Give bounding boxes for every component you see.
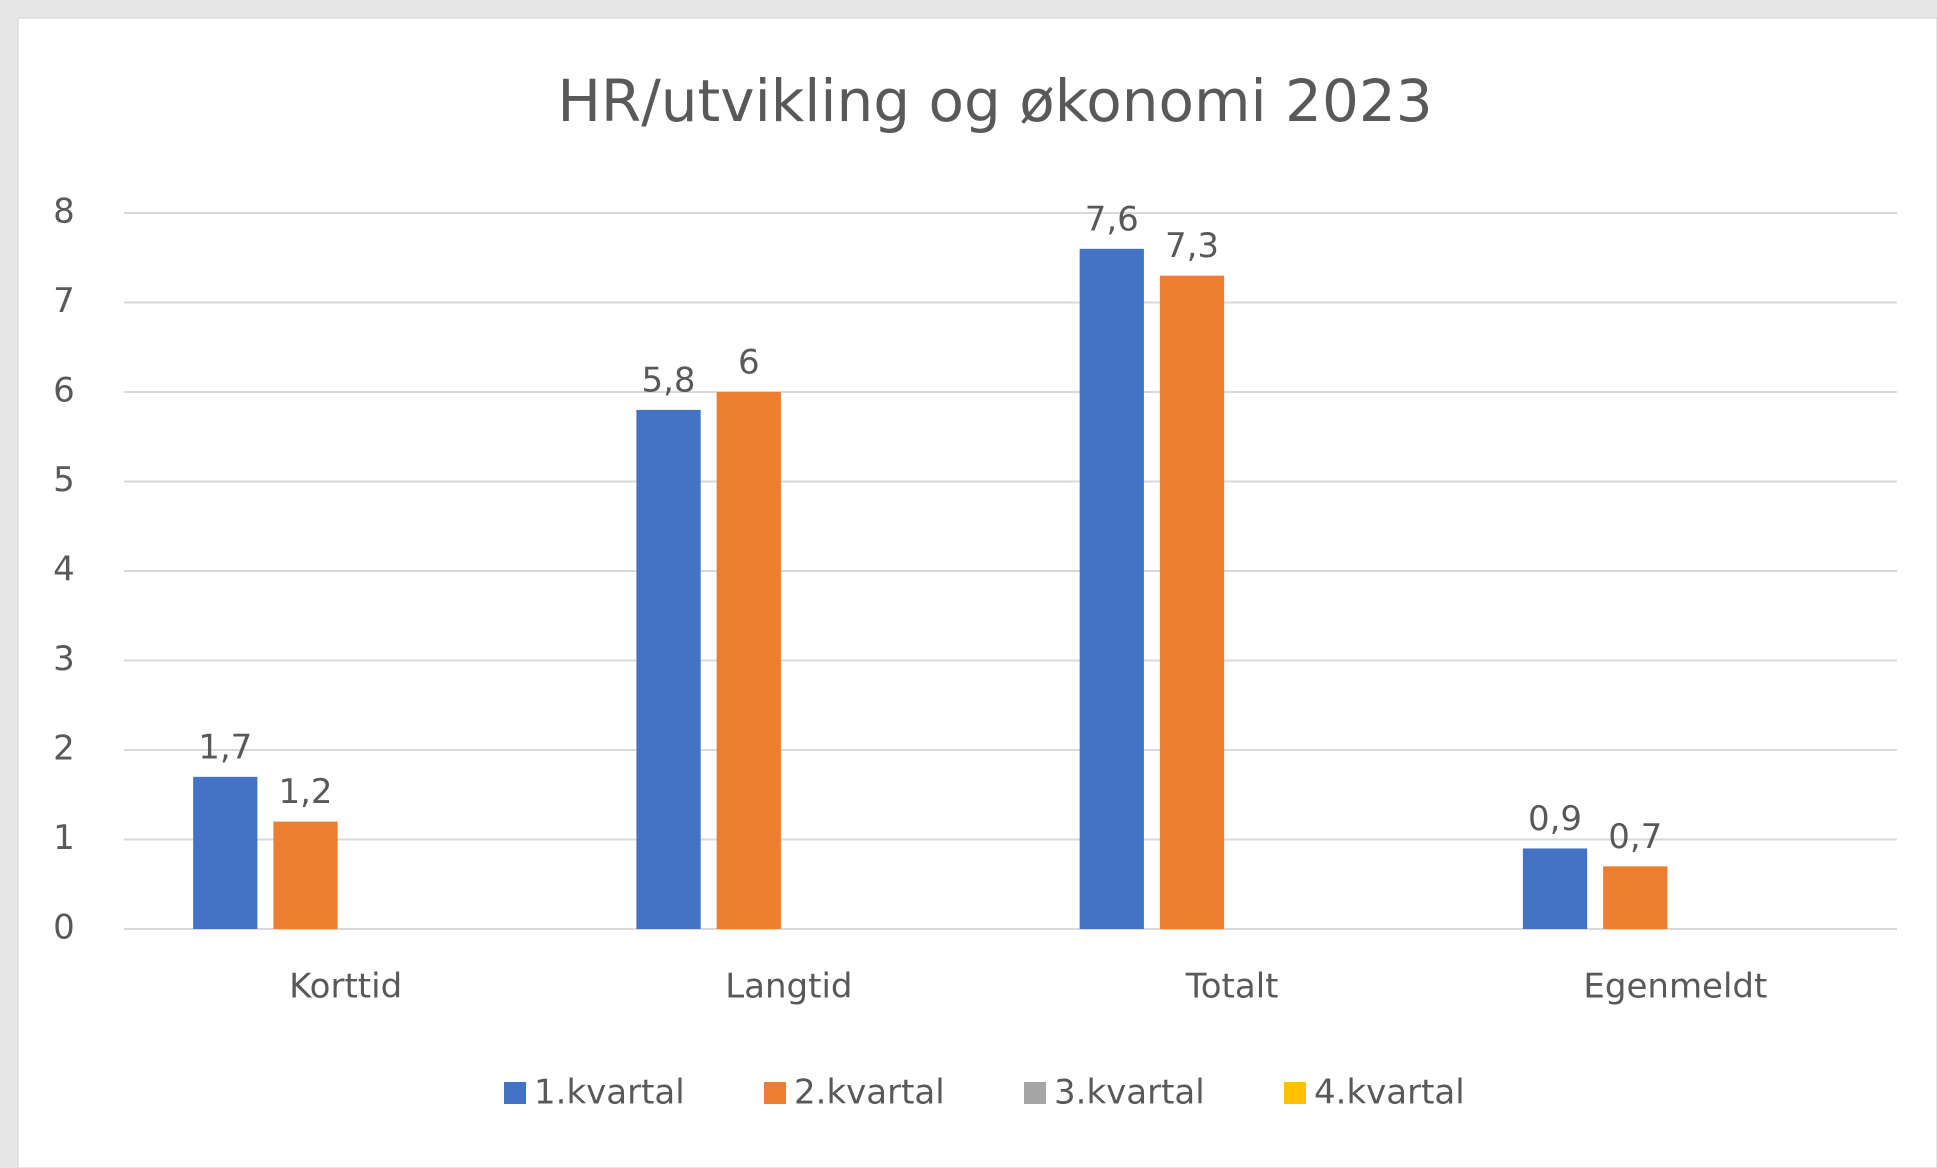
chart-title: HR/utvikling og økonomi 2023 (557, 67, 1432, 135)
chart-panel (17, 17, 1937, 1168)
data-label: 6 (738, 343, 760, 383)
bar (1159, 275, 1225, 929)
bar (273, 821, 338, 929)
data-label: 1,2 (278, 772, 332, 812)
legend-swatch (1284, 1082, 1306, 1104)
data-label: 1,7 (198, 727, 252, 767)
y-tick-label: 4 (53, 550, 75, 590)
y-tick-label: 8 (53, 192, 75, 232)
x-tick-label: Korttid (289, 967, 402, 1007)
y-tick-label: 3 (53, 639, 75, 679)
bar (716, 392, 781, 929)
legend-label: 2.kvartal (794, 1073, 945, 1113)
bar (193, 776, 258, 929)
x-tick-label: Egenmeldt (1583, 967, 1767, 1007)
y-tick-label: 1 (53, 818, 75, 858)
legend-swatch (504, 1082, 526, 1104)
data-label: 0,7 (1608, 817, 1662, 857)
x-tick-label: Langtid (725, 967, 852, 1007)
bar (1603, 866, 1668, 929)
bar (1079, 248, 1144, 930)
y-tick-label: 5 (53, 460, 75, 500)
data-label: 7,6 (1085, 199, 1139, 239)
data-label: 5,8 (641, 360, 695, 400)
y-tick-label: 6 (53, 371, 75, 411)
bar (1522, 848, 1588, 929)
legend-swatch (764, 1082, 786, 1104)
data-label: 7,3 (1165, 226, 1219, 266)
y-tick-label: 7 (53, 281, 75, 321)
x-tick-label: Totalt (1185, 967, 1279, 1007)
legend-label: 4.kvartal (1314, 1073, 1465, 1113)
legend-swatch (1024, 1082, 1046, 1104)
legend-label: 1.kvartal (534, 1073, 685, 1113)
legend-label: 3.kvartal (1054, 1073, 1205, 1113)
y-tick-label: 2 (53, 729, 75, 769)
data-label: 0,9 (1528, 799, 1582, 839)
bar (636, 409, 701, 929)
y-tick-label: 0 (53, 908, 75, 948)
